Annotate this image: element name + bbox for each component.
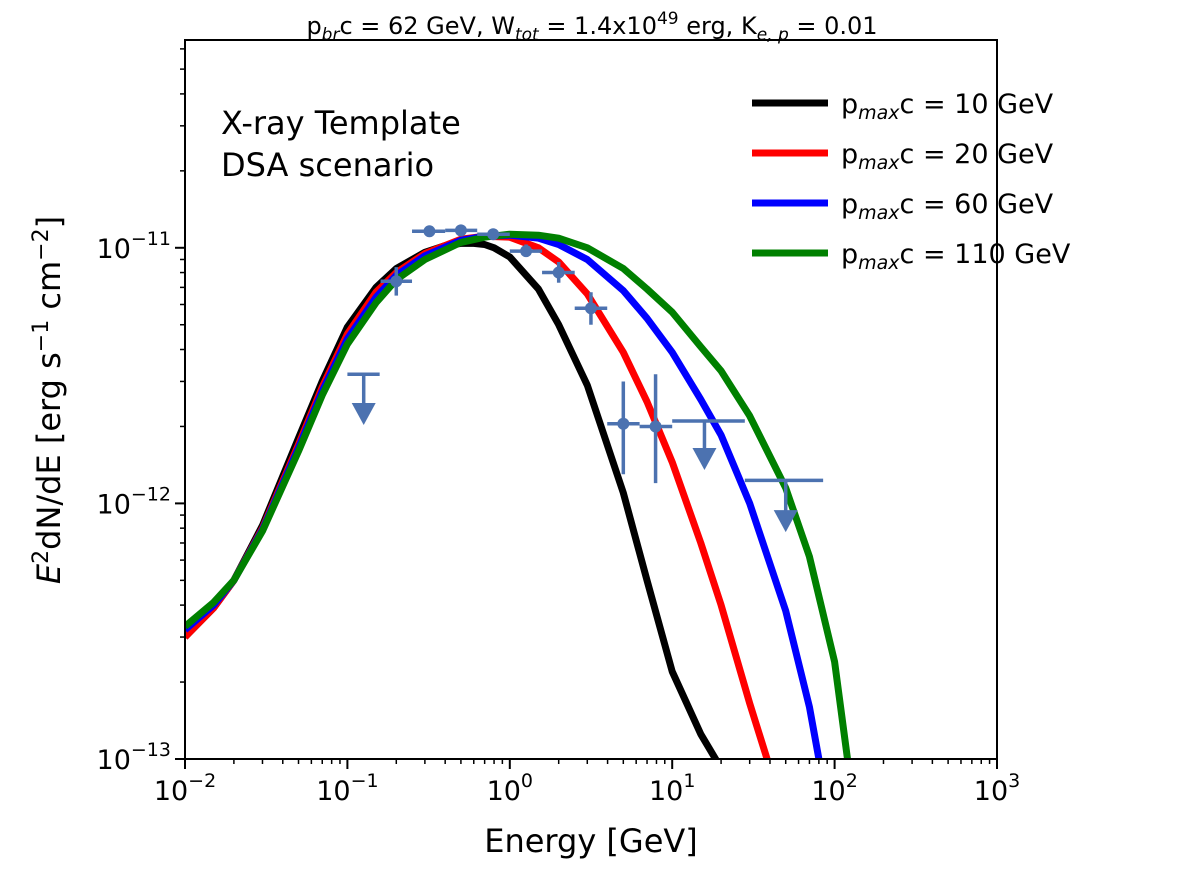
legend-label: pmaxc = 10 GeV — [841, 89, 1054, 124]
legend-item-2: pmaxc = 20 GeV — [752, 139, 1054, 174]
data-point-1 — [380, 267, 413, 296]
data-point-9 — [639, 374, 673, 484]
upper-limit-3 — [744, 478, 824, 533]
annotation-line-1: X-ray Template — [221, 104, 461, 142]
data-point-8 — [607, 381, 640, 475]
data-point-2 — [412, 225, 446, 238]
legend: pmaxc = 10 GeV pmaxc = 20 GeV pmaxc = 60 G… — [752, 89, 1071, 274]
x-tick-label: 100 — [487, 770, 533, 807]
y-axis-label: E2dN/dE [erg s−1 cm−2] — [29, 216, 68, 584]
plot-area — [185, 224, 851, 759]
x-tick-label: 10−2 — [154, 770, 216, 807]
legend-item-4: pmaxc = 110 GeV — [752, 239, 1071, 274]
upper-limit-1 — [347, 372, 380, 426]
x-axis-label: Energy [GeV] — [484, 822, 698, 860]
annotation-line-2: DSA scenario — [221, 146, 434, 184]
data-point-3 — [445, 224, 478, 237]
legend-item-3: pmaxc = 60 GeV — [752, 189, 1054, 224]
legend-label: pmaxc = 110 GeV — [841, 239, 1071, 274]
y-tick-label: 10−13 — [97, 739, 171, 776]
data-points — [347, 224, 824, 533]
data-point-5 — [509, 244, 543, 258]
y-axis-ticks: 10−13 10−12 10−11 — [97, 48, 185, 776]
data-point-4 — [477, 228, 510, 241]
legend-item-1: pmaxc = 10 GeV — [752, 89, 1054, 124]
chart-title: pbrc = 62 GeV, Wtot = 1.4x1049 erg, Ke, … — [306, 9, 877, 45]
upper-limit-2 — [672, 419, 745, 471]
x-tick-label: 101 — [649, 770, 695, 807]
x-tick-label: 102 — [811, 770, 857, 807]
data-point-6 — [542, 261, 575, 283]
x-tick-label: 10−1 — [316, 770, 378, 807]
x-tick-label: 103 — [974, 770, 1020, 807]
data-point-7 — [574, 292, 608, 325]
legend-label: pmaxc = 20 GeV — [841, 139, 1054, 174]
legend-label: pmaxc = 60 GeV — [841, 189, 1054, 224]
x-axis-ticks: 10−2 10−1 100 101 102 103 — [154, 759, 1020, 807]
y-tick-label: 10−12 — [97, 483, 171, 520]
model-curves — [185, 230, 851, 759]
plot-frame — [184, 39, 998, 760]
model-curve-4 — [185, 230, 851, 759]
model-curve-1 — [185, 239, 720, 759]
y-tick-label: 10−11 — [97, 228, 171, 265]
